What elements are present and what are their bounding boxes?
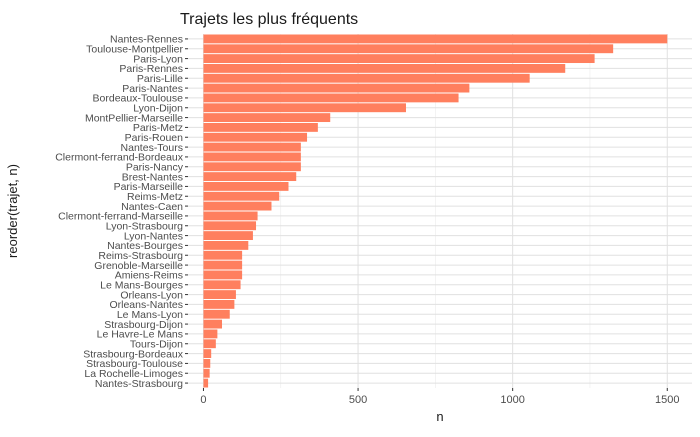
y-tick-label: Le Mans-Bourges xyxy=(100,280,183,292)
bar xyxy=(203,270,243,280)
y-tick-label: Reims-Metz xyxy=(127,191,183,203)
bar xyxy=(203,211,258,221)
x-tick-label: 0 xyxy=(200,394,206,406)
bar xyxy=(203,54,595,64)
bar xyxy=(203,113,331,123)
bar xyxy=(203,73,530,83)
bar xyxy=(203,260,243,270)
y-tick-label: Nantes-Strasbourg xyxy=(95,378,183,390)
bar xyxy=(203,299,235,309)
y-tick-label: Nantes-Caen xyxy=(121,201,183,213)
bar xyxy=(203,132,308,142)
bar xyxy=(203,83,470,93)
chart-title: Trajets les plus fréquents xyxy=(180,11,358,28)
bar xyxy=(203,93,459,103)
x-tick-label: 1000 xyxy=(500,394,524,406)
y-tick-label: Bordeaux-Toulouse xyxy=(93,93,184,105)
y-tick-label: Toulouse-Montpellier xyxy=(86,44,183,56)
y-tick-label: Paris-Lille xyxy=(137,73,183,85)
bar xyxy=(203,181,289,191)
bar xyxy=(203,309,230,319)
y-tick-label: Paris-Nancy xyxy=(126,162,184,174)
bar xyxy=(203,162,301,172)
bar xyxy=(203,319,223,329)
y-tick-label: Clermont-ferrand-Marseille xyxy=(58,211,183,223)
bar xyxy=(203,142,301,152)
plot-panel xyxy=(188,34,692,388)
bar xyxy=(203,358,211,368)
bar xyxy=(203,378,209,388)
bars xyxy=(203,34,668,388)
x-axis-title: n xyxy=(436,409,443,424)
x-tick-label: 1500 xyxy=(655,394,679,406)
y-tick-label: Paris-Nantes xyxy=(122,83,183,95)
bar xyxy=(203,240,249,250)
y-tick-label: Amiens-Reims xyxy=(115,270,183,282)
y-tick-label: Tours-Dijon xyxy=(130,339,183,351)
x-tick-labels: 0 500 1000 1500 xyxy=(200,388,680,406)
bar xyxy=(203,349,212,359)
bar xyxy=(203,221,257,231)
bar xyxy=(203,368,210,378)
y-tick-labels: Nantes-RennesToulouse-MontpellierParis-L… xyxy=(55,34,188,390)
y-tick-label: La Rochelle-Limoges xyxy=(84,368,183,380)
bar xyxy=(203,172,297,182)
y-tick-label: Orleans-Nantes xyxy=(109,299,183,311)
y-tick-label: Le Mans-Lyon xyxy=(117,309,183,321)
y-tick-label: Paris-Rennes xyxy=(119,63,183,75)
y-tick-label: Strasbourg-Dijon xyxy=(104,319,183,331)
bar xyxy=(203,280,241,290)
y-tick-label: Strasbourg-Bordeaux xyxy=(83,348,184,360)
y-tick-label: Lyon-Strasbourg xyxy=(106,221,183,233)
y-tick-label: Paris-Metz xyxy=(133,122,183,134)
y-tick-label: Le Havre-Le Mans xyxy=(97,329,183,341)
y-tick-label: Nantes-Tours xyxy=(121,142,183,154)
bar xyxy=(203,339,216,349)
y-tick-label: Paris-Lyon xyxy=(133,53,183,65)
bar xyxy=(203,103,406,113)
bar xyxy=(203,231,253,241)
y-tick-label: Paris-Rouen xyxy=(125,132,184,144)
bar xyxy=(203,250,243,260)
y-tick-label: Brest-Nantes xyxy=(122,171,183,183)
bar xyxy=(203,44,614,54)
y-tick-label: Grenoble-Marseille xyxy=(94,260,183,272)
x-tick-label: 500 xyxy=(349,394,367,406)
bar xyxy=(203,290,236,300)
y-tick-label: Clermont-ferrand-Bordeaux xyxy=(55,152,184,164)
bar xyxy=(203,152,301,162)
y-tick-label: Strasbourg-Toulouse xyxy=(86,358,183,370)
y-axis-title: reorder(trajet, n) xyxy=(5,164,20,258)
y-tick-label: Nantes-Bourges xyxy=(107,240,183,252)
bar xyxy=(203,34,668,44)
bar xyxy=(203,122,318,132)
bar xyxy=(203,63,566,73)
bar xyxy=(203,191,280,201)
y-tick-label: MontPellier-Marseille xyxy=(85,112,183,124)
bar xyxy=(203,329,218,339)
y-tick-label: Nantes-Rennes xyxy=(110,34,183,46)
y-tick-label: Orleans-Lyon xyxy=(120,289,183,301)
y-tick-label: Lyon-Dijon xyxy=(133,103,183,115)
y-tick-label: Paris-Marseille xyxy=(114,181,184,193)
y-tick-label: Reims-Strasbourg xyxy=(98,250,183,262)
bar xyxy=(203,201,272,211)
y-tick-label: Lyon-Nantes xyxy=(124,230,183,242)
